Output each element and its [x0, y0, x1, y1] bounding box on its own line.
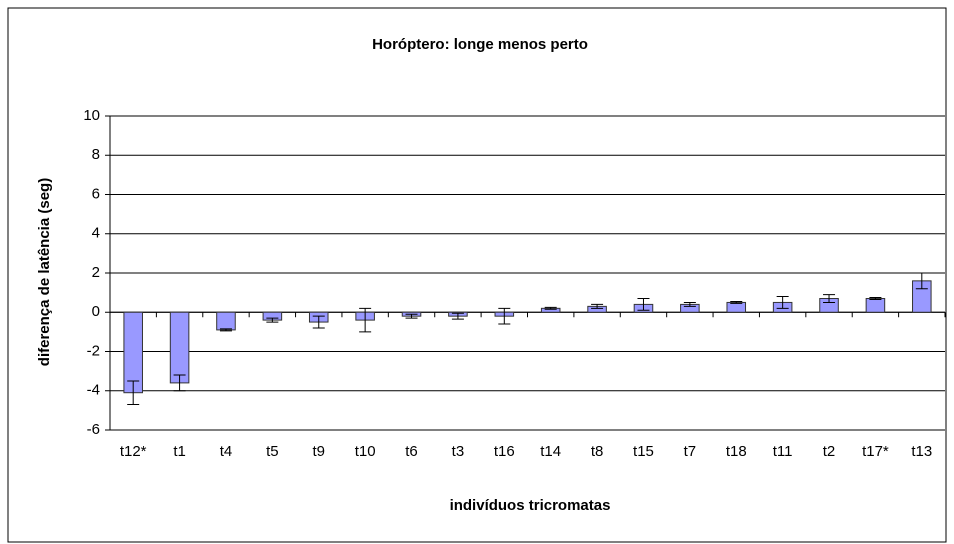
- y-axis-title: diferença de latência (seg): [36, 178, 53, 366]
- y-tick-label: -4: [87, 382, 100, 399]
- x-tick-label: t15: [633, 443, 654, 460]
- x-tick-label: t4: [220, 443, 233, 460]
- y-tick-label: 6: [92, 185, 100, 202]
- y-tick-label: 0: [92, 303, 100, 320]
- error-bar: [498, 307, 511, 325]
- y-tick-label: 8: [92, 146, 100, 163]
- error-bar: [127, 380, 140, 405]
- y-tick-label: 2: [92, 264, 100, 281]
- chart-title: Horóptero: longe menos perto: [372, 36, 588, 53]
- bar: [169, 311, 190, 384]
- error-bar: [312, 315, 325, 329]
- bar: [216, 311, 236, 331]
- error-bar: [591, 303, 604, 309]
- x-tick-label: t18: [726, 443, 747, 460]
- error-bar: [683, 301, 696, 307]
- chart-frame: [7, 7, 947, 543]
- error-bar: [173, 374, 186, 392]
- x-tick-label: t2: [823, 443, 836, 460]
- error-bar: [730, 300, 743, 304]
- y-tick-label: 10: [83, 107, 100, 124]
- error-bar: [823, 294, 836, 303]
- y-tick-label: -2: [87, 342, 100, 359]
- y-tick-label: 4: [92, 225, 100, 242]
- bar: [865, 298, 886, 313]
- x-tick-label: t13: [911, 443, 932, 460]
- error-bar: [544, 306, 557, 310]
- error-bar: [776, 296, 789, 309]
- x-tick-label: t14: [540, 443, 561, 460]
- x-tick-label: t6: [405, 443, 418, 460]
- error-bar: [869, 297, 882, 300]
- x-tick-label: t3: [452, 443, 465, 460]
- x-tick-label: t5: [266, 443, 279, 460]
- x-tick-label: t1: [173, 443, 186, 460]
- error-bar: [405, 313, 418, 319]
- error-bar: [451, 312, 464, 320]
- x-tick-label: t12*: [120, 443, 147, 460]
- x-tick-label: t9: [312, 443, 325, 460]
- y-tick-label: -6: [87, 421, 100, 438]
- x-tick-label: t7: [684, 443, 697, 460]
- x-tick-label: t16: [494, 443, 515, 460]
- error-bar: [915, 272, 928, 290]
- error-bar: [359, 307, 372, 333]
- error-bar: [266, 317, 279, 323]
- x-tick-label: t11: [773, 443, 793, 460]
- error-bar: [219, 328, 232, 332]
- x-tick-label: t10: [355, 443, 376, 460]
- error-bar: [637, 298, 650, 311]
- x-tick-label: t8: [591, 443, 604, 460]
- x-axis-title: indivíduos tricromatas: [450, 497, 611, 514]
- x-tick-label: t17*: [862, 443, 889, 460]
